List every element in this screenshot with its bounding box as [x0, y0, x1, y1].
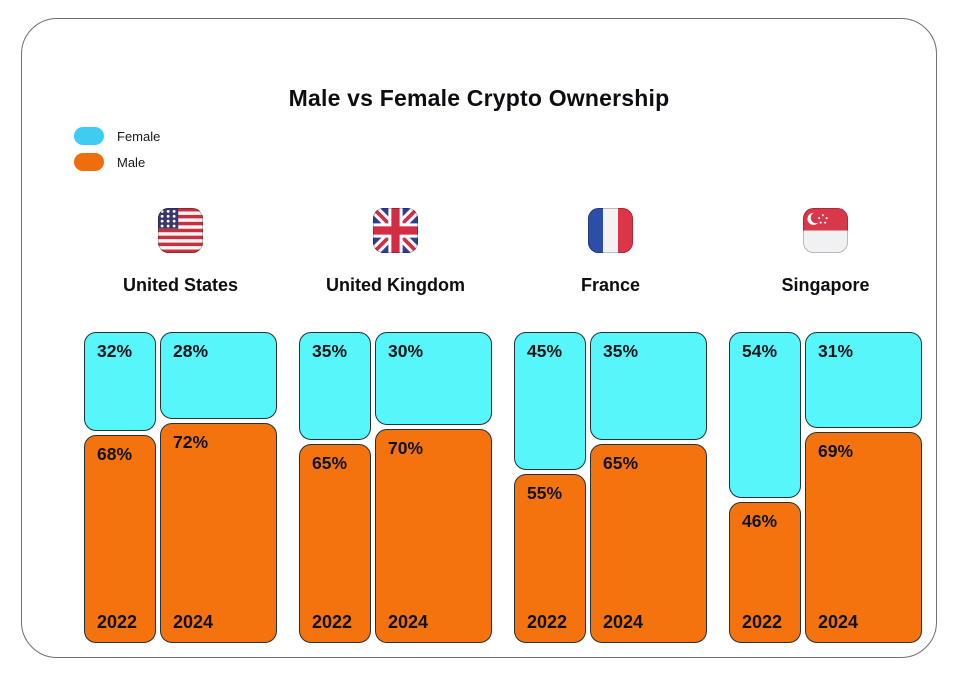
year-label: 2024 [388, 612, 429, 632]
female-bar-segment: 32% [84, 332, 156, 431]
bar-column-2022: 32% 68% 2022 [84, 332, 156, 643]
country-columns: 45% 55% 2022 35% 65% 2024 [514, 332, 707, 643]
female-bar-segment: 35% [590, 332, 707, 441]
female-bar-segment: 45% [514, 332, 586, 471]
female-bar-segment: 54% [729, 332, 801, 498]
uk-flag-icon [373, 208, 418, 253]
male-bar-segment: 65% 2024 [590, 444, 707, 643]
france-flag-icon [588, 208, 633, 253]
country-columns: 54% 46% 2022 31% 69% 2024 [729, 332, 922, 643]
year-label: 2022 [97, 612, 138, 632]
country-columns: 32% 68% 2022 28% 72% 2024 [84, 332, 277, 643]
male-bar-segment: 69% 2024 [805, 431, 922, 643]
year-label: 2024 [818, 612, 859, 632]
chart-groups: United States 32% 68% 2022 28% 72% 2024 [84, 208, 922, 643]
legend-item-female: Female [74, 127, 160, 145]
bar-column-2024: 31% 69% 2024 [805, 332, 922, 643]
male-percent-label: 69% [818, 440, 854, 461]
country-group: Singapore 54% 46% 2022 31% 69% 2024 [729, 208, 922, 643]
male-bar-segment: 65% 2022 [299, 444, 371, 643]
country-label: Singapore [781, 275, 870, 295]
bar-column-2022: 45% 55% 2022 [514, 332, 586, 643]
male-percent-label: 68% [97, 443, 133, 464]
female-bar-segment: 28% [160, 332, 277, 419]
male-bar-segment: 70% 2024 [375, 428, 492, 643]
country-label: United Kingdom [326, 275, 465, 295]
legend: Female Male [74, 127, 160, 171]
female-bar-segment: 35% [299, 332, 371, 441]
year-label: 2024 [173, 612, 214, 632]
bar-column-2024: 28% 72% 2024 [160, 332, 277, 643]
chart-card: Male vs Female Crypto Ownership Female M… [21, 18, 937, 658]
year-label: 2022 [742, 612, 783, 632]
legend-label-female: Female [117, 128, 161, 144]
bar-column-2024: 30% 70% 2024 [375, 332, 492, 643]
country-group: France 45% 55% 2022 35% 65% 2024 [514, 208, 707, 643]
female-bar-segment: 31% [805, 332, 922, 428]
bar-column-2022: 54% 46% 2022 [729, 332, 801, 643]
male-bar-segment: 46% 2022 [729, 501, 801, 643]
chart-title: Male vs Female Crypto Ownership [288, 85, 670, 111]
country-columns: 35% 65% 2022 30% 70% 2024 [299, 332, 492, 643]
female-percent-label: 35% [603, 341, 639, 361]
legend-label-male: Male [117, 154, 146, 170]
female-percent-label: 30% [388, 341, 424, 361]
us-flag-icon [158, 208, 203, 253]
female-swatch-icon [74, 127, 104, 145]
male-bar-segment: 72% 2024 [160, 422, 277, 643]
male-swatch-icon [74, 153, 104, 171]
female-percent-label: 28% [173, 341, 209, 361]
singapore-flag-icon [803, 208, 848, 253]
female-percent-label: 31% [818, 341, 854, 361]
year-label: 2022 [312, 612, 353, 632]
male-bar-segment: 55% 2022 [514, 474, 586, 643]
year-label: 2024 [603, 612, 644, 632]
male-percent-label: 55% [527, 483, 563, 504]
female-bar-segment: 30% [375, 332, 492, 425]
legend-item-male: Male [74, 153, 160, 171]
male-bar-segment: 68% 2022 [84, 434, 156, 643]
male-percent-label: 46% [742, 510, 778, 531]
country-group: United States 32% 68% 2022 28% 72% 2024 [84, 208, 277, 643]
female-percent-label: 45% [527, 341, 563, 361]
male-percent-label: 72% [173, 431, 209, 452]
bar-column-2024: 35% 65% 2024 [590, 332, 707, 643]
female-percent-label: 32% [97, 341, 133, 361]
year-label: 2022 [527, 612, 568, 632]
country-group: United Kingdom 35% 65% 2022 30% 70% 2024 [299, 208, 492, 643]
country-label: United States [122, 275, 239, 295]
female-percent-label: 54% [742, 341, 778, 361]
female-percent-label: 35% [312, 341, 348, 361]
male-percent-label: 70% [388, 437, 424, 458]
male-percent-label: 65% [312, 453, 348, 474]
country-label: France [580, 275, 641, 295]
male-percent-label: 65% [603, 453, 639, 474]
bar-column-2022: 35% 65% 2022 [299, 332, 371, 643]
